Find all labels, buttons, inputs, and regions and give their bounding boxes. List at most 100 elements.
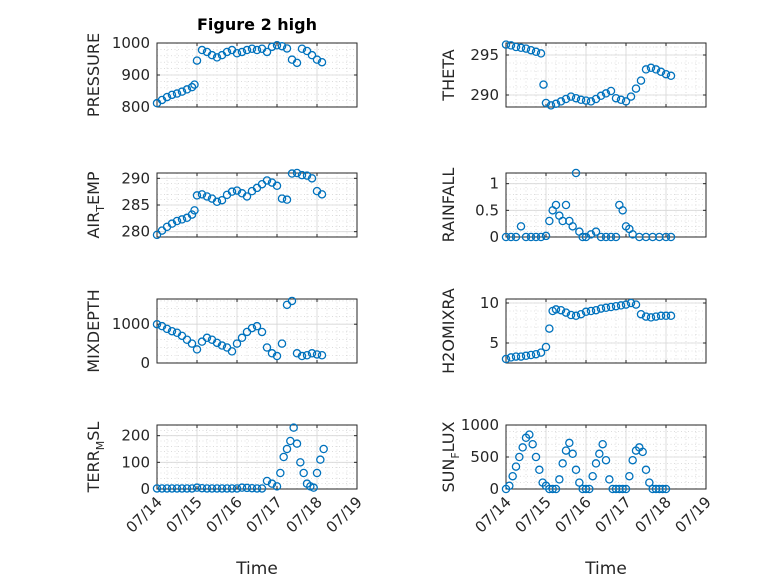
data-point (581, 232, 591, 242)
data-point (551, 305, 561, 314)
data-point (528, 439, 537, 449)
data-point (645, 478, 654, 487)
data-point (631, 84, 641, 93)
data-point (531, 232, 541, 242)
subplot-mixdepth: 0 1000 MIXDEPTH (84, 289, 358, 373)
data-point (601, 455, 611, 465)
data-point (595, 449, 604, 459)
data-point (202, 333, 212, 343)
data-point (501, 354, 511, 364)
data-point (247, 483, 257, 493)
data-point (177, 87, 187, 96)
y-tick-label: 0 (489, 228, 499, 246)
data-point (666, 232, 676, 242)
data-point (292, 168, 302, 178)
data-point (636, 309, 646, 319)
data-point (578, 232, 587, 242)
y-axis-label: RAINFALL (439, 168, 458, 243)
y-tick-label: 800 (121, 98, 150, 116)
axes-frame (505, 172, 707, 238)
data-point (252, 484, 262, 493)
data-point (312, 350, 322, 359)
data-point (247, 323, 257, 333)
data-point (536, 348, 546, 357)
y-axis-label: MIXDEPTH (84, 289, 103, 372)
data-point (576, 95, 586, 105)
y-axis-label: H2OMIXRA (439, 288, 458, 374)
data-point (177, 215, 187, 224)
data-point (212, 338, 222, 348)
data-point (525, 430, 534, 439)
data-point (316, 455, 325, 464)
y-tick-label: 500 (470, 448, 499, 466)
y-tick-label: 5 (489, 334, 499, 352)
data-point (297, 170, 307, 180)
data-point (262, 476, 272, 486)
figure-title: Figure 2 high (197, 15, 317, 34)
data-point (646, 63, 656, 73)
data-point (586, 230, 596, 239)
data-point (302, 46, 312, 56)
data-point (571, 311, 581, 321)
axes-frame (505, 298, 707, 364)
y-tick-label: 1000 (112, 34, 150, 52)
data-point (666, 311, 676, 321)
data-point (658, 484, 667, 494)
y-axis-label: THETA (439, 49, 458, 101)
data-point (182, 484, 192, 493)
data-point (556, 305, 566, 315)
data-point (626, 92, 636, 101)
data-point (586, 97, 596, 106)
data-point (521, 232, 531, 242)
data-point (167, 219, 177, 228)
data-point (548, 484, 557, 494)
data-point (302, 171, 312, 180)
data-point (272, 40, 282, 50)
data-point (555, 475, 564, 484)
data-point (309, 483, 318, 492)
data-point (621, 484, 631, 494)
data-point (568, 449, 577, 459)
y-axis-label: PRESSURE (84, 33, 103, 117)
data-point (317, 57, 327, 67)
data-point (606, 302, 616, 312)
data-point (611, 232, 621, 242)
data-point (217, 195, 227, 205)
data-point (299, 468, 308, 478)
data-point (262, 343, 272, 352)
data-point (287, 169, 297, 178)
subplot-theta: 290 295 THETA (439, 40, 707, 110)
data-point (152, 230, 162, 240)
data-point (242, 192, 252, 201)
data-point (157, 484, 167, 493)
data-point (628, 455, 637, 465)
y-axis-label: AIRTEMP (84, 171, 107, 238)
data-point (586, 306, 596, 316)
data-point (516, 352, 526, 361)
x-axis-label-right: Time (584, 559, 627, 579)
data-point (187, 82, 197, 92)
data-point (521, 44, 531, 53)
data-point (277, 41, 287, 51)
data-point (588, 471, 597, 481)
data-point (535, 465, 544, 475)
axes-frame (156, 424, 358, 490)
data-point (565, 438, 574, 448)
data-point (661, 311, 671, 321)
data-point (162, 484, 172, 493)
data-point (545, 216, 554, 226)
data-point (641, 65, 651, 74)
y-tick-label: 900 (121, 66, 150, 84)
data-point (591, 459, 601, 468)
data-point (227, 187, 237, 196)
y-tick-label: 285 (121, 196, 150, 214)
data-point (526, 232, 536, 242)
data-point (162, 92, 172, 102)
data-point (551, 99, 561, 109)
data-point (242, 45, 252, 55)
data-point (501, 40, 511, 49)
data-point (601, 232, 611, 242)
data-point (551, 484, 561, 494)
data-point (581, 484, 591, 494)
data-point (518, 443, 527, 452)
